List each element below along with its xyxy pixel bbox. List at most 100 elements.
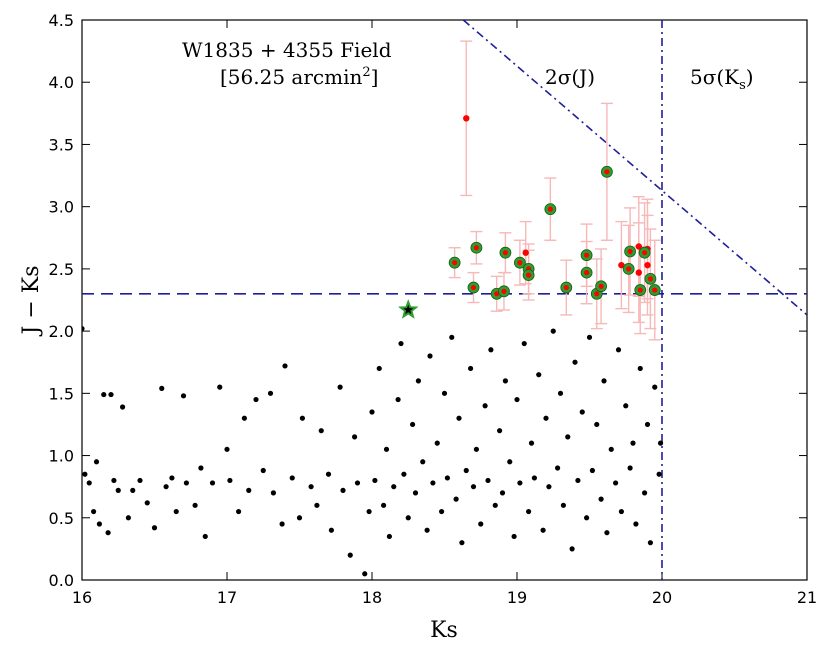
field-source-point xyxy=(434,440,440,446)
field-source-point xyxy=(420,459,426,465)
field-source-point xyxy=(517,480,523,486)
field-source-point xyxy=(459,540,465,546)
field-source-point xyxy=(224,446,230,452)
field-source-point xyxy=(652,384,658,390)
candidate-point-core xyxy=(473,245,479,251)
field-source-point xyxy=(499,490,506,496)
field-source-point xyxy=(453,496,459,502)
x-tick-label: 20 xyxy=(652,588,672,607)
y-tick-label: 3.5 xyxy=(49,135,74,154)
x-tick-label: 21 xyxy=(797,588,817,607)
field-source-point xyxy=(594,421,600,428)
field-source-point xyxy=(391,484,397,490)
field-source-point xyxy=(192,502,198,508)
field-source-point xyxy=(325,471,332,477)
field-source-point xyxy=(456,415,462,421)
sigma-ks-text: 5σ(K xyxy=(690,65,740,89)
field-label-line2: [56.25 arcmin2] xyxy=(220,65,378,89)
field-source-point xyxy=(502,378,508,384)
candidate-point-core xyxy=(547,206,553,212)
field-source-point xyxy=(550,328,556,334)
field-source-point xyxy=(572,359,578,365)
field-source-point xyxy=(526,508,532,515)
field-source-point xyxy=(366,508,372,515)
y-tick-label: 1.0 xyxy=(49,447,74,466)
field-source-point xyxy=(328,527,334,533)
field-source-point xyxy=(613,480,619,486)
field-source-point xyxy=(386,533,392,540)
field-source-point xyxy=(270,490,276,496)
field-source-point xyxy=(430,480,436,486)
field-source-point xyxy=(163,484,169,490)
field-source-point xyxy=(521,340,527,347)
sigma-ks-close: ) xyxy=(746,65,754,89)
field-source-point xyxy=(236,508,242,515)
field-source-point xyxy=(557,390,564,396)
field-source-point xyxy=(507,459,513,465)
field-source-point xyxy=(531,475,538,481)
field-source-point xyxy=(492,502,498,508)
field-source-point xyxy=(198,465,204,471)
candidate-point-core xyxy=(470,284,477,291)
candidate-point-core xyxy=(502,250,508,256)
field-source-point xyxy=(543,415,549,421)
field-source-point xyxy=(644,421,651,428)
field-source-point xyxy=(601,378,607,384)
field-source-point xyxy=(376,365,382,372)
field-source-point xyxy=(405,515,411,521)
candidate-point-core xyxy=(642,250,648,256)
field-source-point xyxy=(528,440,535,446)
field-source-point xyxy=(415,378,421,384)
field-source-point xyxy=(497,428,503,434)
candidate-point-core xyxy=(637,287,643,293)
field-source-point xyxy=(314,502,320,508)
field-source-point xyxy=(473,446,479,452)
field-source-point xyxy=(444,475,450,481)
field-source-point xyxy=(615,347,622,353)
x-tick-label: 19 xyxy=(507,588,527,607)
field-source-point xyxy=(82,326,85,332)
field-source-point xyxy=(282,363,288,369)
field-source-point xyxy=(101,391,107,398)
field-source-point xyxy=(91,508,97,515)
field-source-point xyxy=(657,440,664,446)
low-sig-point xyxy=(522,249,529,256)
field-source-point xyxy=(347,552,353,558)
field-area-close: ] xyxy=(371,65,379,89)
candidate-point-core xyxy=(584,252,590,258)
field-source-point xyxy=(120,404,126,410)
field-source-point xyxy=(511,533,517,540)
field-source-point xyxy=(125,515,131,521)
field-source-point xyxy=(299,415,305,421)
field-source-point xyxy=(633,521,639,527)
field-source-point xyxy=(340,487,346,493)
field-source-point xyxy=(267,390,274,396)
y-tick-label: 1.5 xyxy=(49,384,74,403)
field-source-point xyxy=(623,403,629,409)
field-source-point xyxy=(93,459,100,465)
y-tick-label: 0.5 xyxy=(49,509,74,528)
field-source-point xyxy=(159,385,165,391)
field-source-point xyxy=(362,571,368,577)
field-source-point xyxy=(586,334,593,340)
candidate-point-core xyxy=(604,169,610,175)
low-sig-point xyxy=(635,243,642,250)
candidate-point-core xyxy=(452,260,458,266)
field-source-point xyxy=(579,409,585,415)
field-source-point xyxy=(546,484,552,490)
field-source-point xyxy=(488,347,494,353)
field-source-point xyxy=(108,391,114,398)
field-source-point xyxy=(560,502,567,508)
field-source-point xyxy=(115,487,121,493)
sigma-ks-sub: s xyxy=(739,78,746,93)
field-source-point xyxy=(369,409,375,415)
field-source-point xyxy=(412,490,419,496)
field-source-point xyxy=(137,477,143,484)
field-source-point xyxy=(96,521,102,527)
field-source-point xyxy=(82,471,88,477)
field-source-point xyxy=(555,465,561,471)
field-source-point xyxy=(598,496,604,502)
field-source-point xyxy=(441,390,448,396)
field-source-point xyxy=(144,500,150,506)
